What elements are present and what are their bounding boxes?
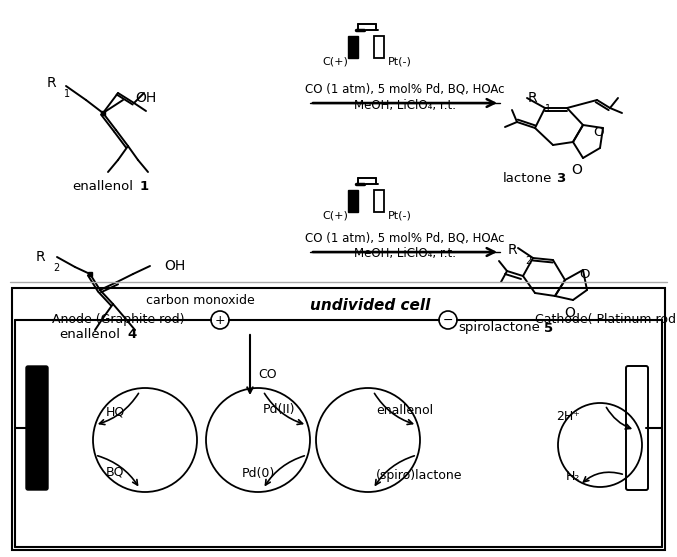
Text: H₂: H₂ (565, 471, 580, 483)
Text: spirolactone: spirolactone (458, 321, 540, 335)
Bar (348, 190, 358, 212)
Bar (12, 288, 665, 550)
Text: MeOH, LiClO₄, r.t.: MeOH, LiClO₄, r.t. (354, 99, 456, 111)
Text: Cathode( Platinum rod): Cathode( Platinum rod) (535, 314, 677, 326)
Text: Pd(II): Pd(II) (263, 403, 295, 417)
Text: 2: 2 (53, 263, 60, 273)
Bar (374, 190, 384, 212)
Text: MeOH, LiClO₄, r.t.: MeOH, LiClO₄, r.t. (354, 247, 456, 261)
Text: O: O (593, 125, 603, 139)
Text: (spiro)lactone: (spiro)lactone (376, 468, 462, 481)
Text: O: O (580, 267, 590, 281)
Text: 1: 1 (140, 179, 149, 193)
Text: 4: 4 (127, 328, 136, 340)
FancyBboxPatch shape (26, 366, 48, 490)
Text: R: R (507, 243, 517, 257)
Text: undivided cell: undivided cell (310, 299, 430, 314)
Text: CO (1 atm), 5 mol% Pd, BQ, HOAc: CO (1 atm), 5 mol% Pd, BQ, HOAc (305, 232, 505, 245)
FancyBboxPatch shape (626, 366, 648, 490)
Bar (374, 36, 384, 58)
Text: CO: CO (258, 369, 277, 382)
Text: enallenol: enallenol (72, 179, 133, 193)
Text: HQ: HQ (106, 405, 125, 418)
Text: 1: 1 (545, 104, 551, 114)
Text: −: − (443, 314, 453, 326)
Text: OH: OH (135, 91, 156, 105)
Text: enallenol: enallenol (376, 403, 433, 417)
Text: R: R (35, 250, 45, 264)
Text: CO (1 atm), 5 mol% Pd, BQ, HOAc: CO (1 atm), 5 mol% Pd, BQ, HOAc (305, 82, 505, 95)
Text: BQ: BQ (106, 466, 125, 478)
Text: O: O (571, 163, 582, 177)
Text: enallenol: enallenol (60, 328, 121, 340)
Text: +: + (215, 314, 225, 326)
Text: 3: 3 (556, 172, 565, 184)
Text: 2: 2 (525, 256, 531, 266)
Text: Anode (Graphite rod): Anode (Graphite rod) (53, 314, 185, 326)
Text: R: R (47, 76, 56, 90)
Bar (348, 36, 358, 58)
Text: C(+): C(+) (322, 57, 348, 67)
Text: C(+): C(+) (322, 211, 348, 221)
Text: Pd(0): Pd(0) (242, 467, 275, 481)
Text: carbon monoxide: carbon monoxide (146, 294, 255, 306)
Text: O: O (565, 306, 575, 320)
Text: Pt(-): Pt(-) (388, 211, 412, 221)
Text: R: R (527, 91, 537, 105)
Text: Pt(-): Pt(-) (388, 57, 412, 67)
Text: 1: 1 (64, 89, 70, 99)
Text: OH: OH (164, 259, 185, 273)
Text: 2H⁺: 2H⁺ (556, 411, 580, 423)
Text: 5: 5 (544, 321, 553, 335)
Text: lactone: lactone (502, 172, 552, 184)
